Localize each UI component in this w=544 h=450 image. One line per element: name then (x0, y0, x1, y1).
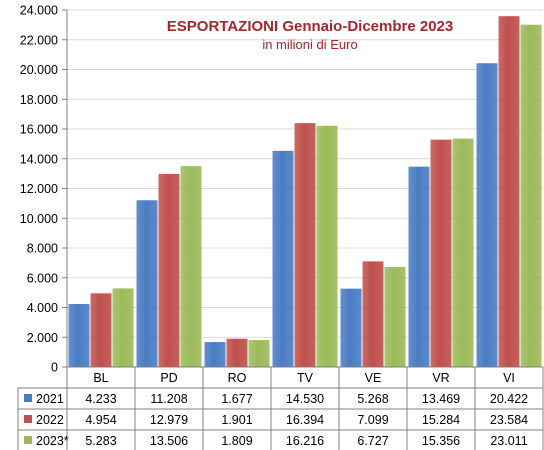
bar-ve-2021 (340, 288, 362, 367)
data-label: 20.422 (490, 392, 528, 406)
data-label: 15.356 (422, 434, 460, 448)
y-tick-label: 14.000 (20, 152, 58, 166)
legend-key-2022 (24, 415, 32, 423)
data-label: 14.530 (286, 392, 324, 406)
data-label: 11.208 (150, 392, 187, 406)
bar-bl-2021 (68, 304, 90, 367)
category-label: VR (432, 371, 449, 385)
data-label: 7.099 (357, 413, 388, 427)
category-label: VI (503, 371, 515, 385)
bar-vr-2023 (452, 138, 474, 367)
category-label: RO (228, 371, 247, 385)
y-tick-label: 12.000 (20, 182, 58, 196)
y-axis-tick-labels: 0 2.000 4.000 6.000 8.000 10.000 12.000 14.000 1… (20, 4, 58, 375)
bar-vr-2021 (408, 166, 430, 367)
bars (68, 16, 542, 368)
chart-subtitle: in milioni di Euro (262, 37, 357, 52)
y-tick-label: 0 (51, 361, 58, 375)
data-label: 1.809 (221, 434, 252, 448)
data-label: 4.233 (85, 392, 116, 406)
bar-vi-2021 (476, 63, 498, 368)
legend-key-2023 (24, 436, 32, 444)
bar-tv-2023 (316, 125, 338, 367)
y-tick-label: 4.000 (27, 301, 58, 315)
data-label: 23.584 (490, 413, 528, 427)
bar-ve-2022 (362, 261, 384, 367)
bar-pd-2021 (136, 200, 158, 367)
data-table: BL PD RO TV VE VR VI 2021 4.233 11.208 1.677 14.530… (17, 366, 544, 450)
y-tick-label: 16.000 (20, 123, 58, 137)
category-label: VE (365, 371, 382, 385)
bar-ro-2023 (248, 340, 270, 367)
y-tick-label: 20.000 (20, 63, 58, 77)
y-tick-label: 18.000 (20, 93, 58, 107)
data-label: 13.469 (422, 392, 460, 406)
bar-ro-2022 (226, 338, 248, 367)
bar-vi-2023 (520, 24, 542, 368)
y-tick-label: 2.000 (27, 331, 58, 345)
data-label: 5.283 (85, 434, 116, 448)
data-label: 1.677 (221, 392, 252, 406)
data-label: 4.954 (85, 413, 116, 427)
data-label: 12.979 (150, 413, 188, 427)
y-tick-label: 22.000 (20, 33, 58, 47)
y-tick-label: 24.000 (20, 4, 58, 18)
data-label: 13.506 (150, 434, 188, 448)
data-label: 1.901 (221, 413, 252, 427)
legend-label: 2023* (36, 434, 69, 448)
category-label: BL (93, 371, 108, 385)
bar-pd-2022 (158, 173, 180, 367)
category-label: PD (160, 371, 177, 385)
bar-ve-2023 (384, 266, 406, 367)
y-tick-label: 10.000 (20, 212, 58, 226)
legend-label: 2021 (36, 392, 64, 406)
data-label: 16.394 (286, 413, 324, 427)
data-label: 5.268 (357, 392, 388, 406)
data-label: 6.727 (357, 434, 388, 448)
bar-ro-2021 (204, 342, 226, 367)
data-label: 15.284 (422, 413, 460, 427)
category-label: TV (297, 371, 314, 385)
bar-tv-2022 (294, 123, 316, 367)
data-label: 23.011 (490, 434, 527, 448)
legend-key-2021 (24, 394, 32, 402)
y-tick-label: 6.000 (27, 271, 58, 285)
bar-vi-2022 (498, 16, 520, 368)
y-tick-label: 8.000 (27, 242, 58, 256)
chart-title: ESPORTAZIONI Gennaio-Dicembre 2023 (167, 18, 453, 35)
legend-label: 2022 (36, 413, 64, 427)
bar-bl-2022 (90, 293, 112, 367)
bar-pd-2023 (180, 166, 202, 367)
data-label: 16.216 (286, 434, 324, 448)
bar-bl-2023 (112, 288, 134, 367)
bar-vr-2022 (430, 139, 452, 367)
bar-tv-2021 (272, 150, 294, 367)
